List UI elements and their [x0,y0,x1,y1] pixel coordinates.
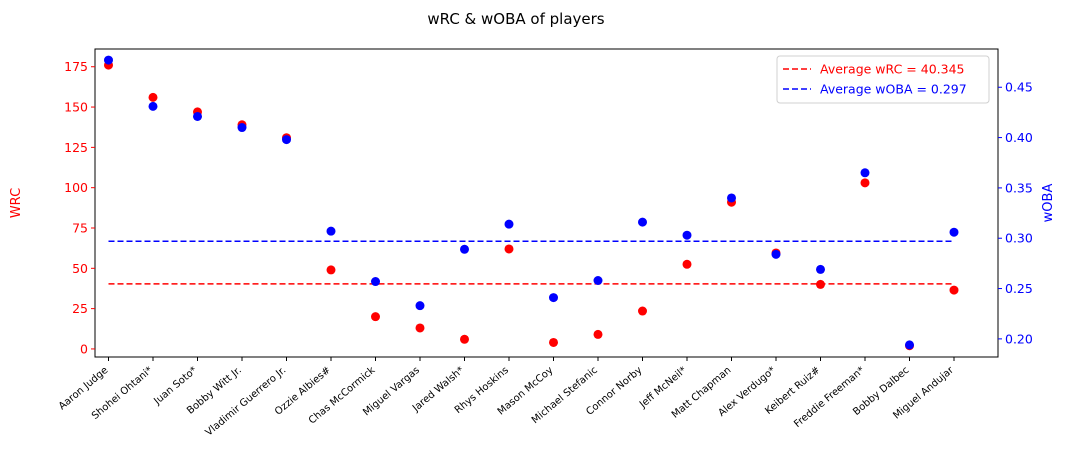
legend-box [776,55,990,104]
left-axis-label: WRC [9,188,24,218]
woba-point [905,340,914,350]
left-axis-tick-label: 25 [72,301,88,316]
woba-point [415,301,425,311]
plot-frame [94,48,999,358]
woba-point [282,135,291,145]
wrc-point [549,337,558,347]
right-axis-tick-label: 0.40 [1005,130,1033,145]
right-axis-tick-label: 0.20 [1005,331,1033,346]
left-axis-tick-label: 150 [64,100,88,115]
right-axis-label: wOBA [1041,184,1056,223]
woba-point [593,276,603,286]
legend-label: Average wOBA = 0.297 [820,82,967,97]
right-axis-tick-label: 0.25 [1005,281,1033,296]
left-axis-tick-label: 0 [80,341,88,356]
right-axis-tick-label: 0.30 [1005,231,1033,246]
chart-title: wRC & wOBA of players [427,10,604,28]
right-axis-tick-label: 0.45 [1005,80,1033,95]
woba-point [949,227,959,237]
wrc-point [326,265,336,275]
wrc-point [371,312,380,322]
wrc-point [415,323,425,333]
wrc-point [816,279,825,289]
woba-point [460,244,469,254]
woba-point [727,193,736,203]
left-axis-tick-label: 100 [64,180,88,195]
legend-label: Average wRC = 40.345 [820,62,964,77]
wrc-point [682,259,692,269]
woba-point [860,168,870,178]
woba-point [638,217,647,227]
right-axis-tick-label: 0.35 [1005,180,1033,195]
woba-point [371,277,380,287]
woba-point [193,111,202,121]
left-axis-tick-label: 75 [72,220,88,235]
woba-point [326,226,336,236]
woba-point [237,123,247,133]
wrc-point [860,178,870,188]
woba-point [104,55,113,65]
woba-point [816,264,825,274]
left-axis-tick-label: 125 [64,140,88,155]
wrc-point [949,285,959,295]
wrc-point [638,306,647,316]
x-axis-tick-label: Vladimir Guerrero Jr. [204,365,289,439]
woba-point [682,230,692,240]
woba-point [771,249,781,259]
left-axis-tick-label: 50 [72,261,88,276]
woba-point [148,101,158,111]
left-axis-tick-label: 175 [64,59,88,74]
wrc-point [593,329,603,339]
wrc-point [460,334,469,344]
wrc-point [504,244,514,254]
woba-point [504,219,514,229]
wrc-point [148,92,158,102]
woba-point [549,293,558,303]
